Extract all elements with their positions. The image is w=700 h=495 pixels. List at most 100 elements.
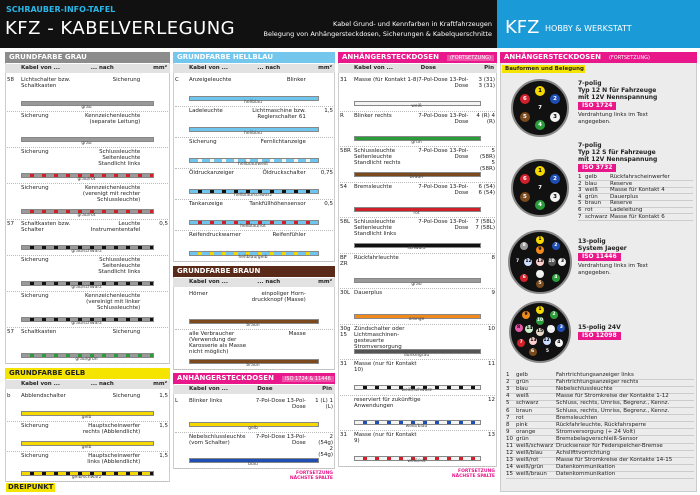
plug-title: Typ 12 N für Fahrzeuge — [578, 87, 657, 94]
row-end: 8 — [491, 254, 496, 261]
pin-number: 5 — [578, 200, 582, 207]
section-header: GRUNDFARBE HELLBLAU — [173, 52, 335, 63]
plug-pin: 6 — [520, 273, 529, 282]
pin-color: blau — [516, 386, 528, 393]
row-end: 7 (58L) 7 (58L) — [475, 219, 495, 231]
plug-pin: 12 — [524, 258, 533, 266]
row-from: Sicherung — [21, 423, 49, 429]
wire — [189, 127, 319, 132]
pin-color: schwarz — [585, 213, 608, 220]
plug-title: 7-polig — [578, 80, 602, 87]
pin-color: weiß — [516, 393, 529, 400]
row-code: C — [175, 77, 179, 83]
row-separator — [340, 181, 495, 183]
wire — [354, 349, 481, 354]
subtitle: Belegung von Anhängersteckdosen, Sicheru… — [263, 30, 493, 38]
row-end: 10 — [488, 325, 495, 332]
wire — [21, 411, 154, 416]
brand-subtitle: HOBBY & WERKSTATT — [545, 24, 632, 33]
section-header: ANHÄNGERSTECKDOSEN (FORTSETZUNG) — [338, 52, 497, 63]
row-to: Fernlichtanzeige — [260, 139, 306, 145]
row-from: Sicherung — [21, 149, 49, 155]
plug-pin: 7 — [517, 338, 526, 347]
pin-number: 4 — [506, 393, 510, 400]
row-code: 57 — [7, 221, 14, 227]
row-end: 0,5 — [324, 201, 333, 207]
wire-label: orange — [408, 317, 425, 322]
row-end: 1,5 — [159, 393, 168, 399]
pin-row-line — [506, 435, 694, 437]
row-separator — [340, 359, 495, 360]
iso-badge: ISO 12098 — [578, 332, 621, 340]
section-header: GRUNDFARBE BRAUN — [173, 266, 335, 277]
row-separator — [340, 465, 495, 467]
pin-color: weiß/rot — [516, 457, 539, 464]
plug-note: Verdrahtung links im Text — [578, 263, 648, 269]
row-from: Reifendruckwarner — [189, 232, 241, 238]
wire — [189, 251, 319, 256]
pin-number: 1 — [506, 372, 510, 378]
wire — [21, 137, 154, 142]
pin-color: rot — [516, 414, 524, 421]
row-separator — [340, 252, 495, 254]
row-from: Blinker rechts — [354, 112, 392, 119]
row-to: Sicherung — [112, 77, 141, 83]
row-separator — [7, 147, 168, 148]
column-head: ... nach — [257, 65, 281, 71]
row-separator — [7, 219, 168, 220]
pin-number: 5 — [506, 400, 510, 407]
pin-number: 10 — [506, 435, 513, 442]
wire — [354, 242, 481, 248]
pin-function: Bremsbelagverschleiß-Sensor — [556, 435, 638, 442]
pin-color: gelb — [516, 372, 528, 378]
plug-pin: 13 — [529, 337, 538, 346]
column-head: mm² — [153, 65, 167, 71]
wire-label: hellblau/gelb — [238, 254, 268, 260]
row-to: Tankfüllhöhensensor — [249, 201, 306, 207]
row-to: einpoliger Horn-druckknopf (Masse) — [251, 291, 306, 303]
row-separator — [175, 468, 333, 469]
pin-color: schwarz — [516, 400, 539, 407]
column-head-band — [338, 64, 497, 73]
column-head: mm² — [153, 381, 167, 387]
row-code: R — [340, 112, 344, 119]
pin-number: 13 — [506, 457, 513, 464]
plug-pin: 9 — [536, 246, 544, 255]
pin-row-line — [578, 206, 693, 208]
column-head: Kabel von ... — [189, 65, 228, 71]
wire — [354, 207, 481, 212]
plug-pin: 5 — [519, 191, 530, 202]
row-from: Schaltkasten bzw. Schalter — [21, 221, 71, 233]
pin-number: 2 — [506, 379, 510, 386]
wire — [189, 359, 319, 364]
section-panel — [173, 52, 335, 262]
row-from: Schlussleuchte Seitenleuchte Standlicht … — [354, 219, 397, 237]
row-separator — [7, 111, 168, 112]
plugs-subtitle: (FORTSETZUNG) — [608, 55, 650, 61]
plug-pin: 15 — [536, 328, 544, 336]
row-code: 31 — [340, 77, 347, 83]
pin-row-line — [506, 414, 694, 416]
row-to: Leuchte Instrumententafel — [90, 221, 141, 233]
plug-title: System Jaeger — [578, 245, 627, 252]
plug-note: Verdrahtung links im Text — [578, 112, 648, 118]
pin-color: grün — [516, 435, 529, 442]
row-separator — [175, 168, 333, 169]
plug-note: angegeben. — [578, 118, 611, 125]
pin-row-line — [506, 478, 694, 479]
row-separator — [340, 394, 495, 396]
plug-pin: 1 — [536, 306, 544, 315]
row-separator — [340, 430, 495, 431]
wire — [189, 96, 319, 101]
row-from: Tankanzeige — [189, 201, 223, 207]
row-code: BF ZR — [340, 254, 348, 267]
pin-row-line — [506, 470, 694, 472]
wire-label: grau/rot — [77, 212, 96, 218]
row-code: L — [175, 398, 179, 404]
wire-label: schwarz — [407, 246, 426, 251]
row-code: 58R — [340, 148, 351, 154]
row-from: Öldruckanzeiger — [189, 170, 234, 176]
plug-pin: 3 — [557, 324, 566, 333]
row-from: reserviert für zukünftige Anwendungen — [354, 396, 421, 409]
wire-label: hellblau/weiß — [238, 161, 268, 167]
